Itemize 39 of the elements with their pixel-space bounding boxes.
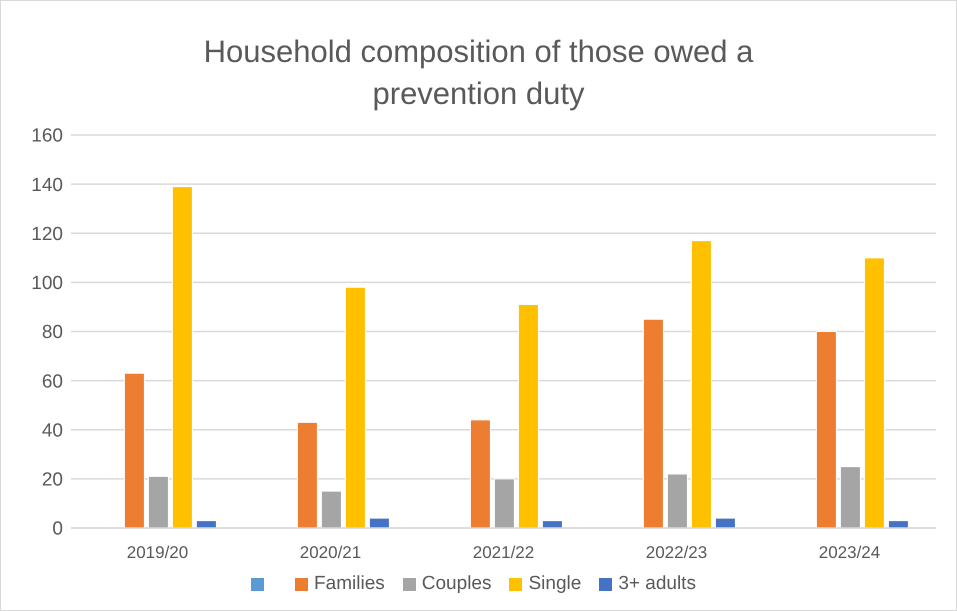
legend-label: Families <box>314 573 385 595</box>
bar <box>690 240 712 528</box>
bar <box>542 520 563 528</box>
x-tick-label: 2023/24 <box>818 543 880 562</box>
bar <box>642 318 664 528</box>
bar <box>296 422 318 528</box>
x-tick-label: 2021/22 <box>472 543 534 562</box>
y-tick-label: 160 <box>31 126 63 147</box>
y-tick-label: 60 <box>42 371 63 392</box>
x-tick-label: 2019/20 <box>126 543 188 562</box>
bar <box>172 186 193 528</box>
y-tick-label: 100 <box>31 273 63 294</box>
bar <box>196 520 217 528</box>
y-tick-label: 0 <box>52 518 63 540</box>
x-tick-label: 2022/23 <box>646 543 708 562</box>
bar <box>816 331 837 528</box>
bar <box>470 419 491 528</box>
bar <box>320 490 342 528</box>
y-tick-label: 140 <box>31 174 63 196</box>
bar <box>494 478 515 528</box>
y-tick-label: 20 <box>42 470 63 491</box>
bar <box>124 372 145 528</box>
legend-label: Single <box>528 573 582 595</box>
bar <box>368 518 390 528</box>
bar <box>518 304 539 528</box>
x-tick-label: 2020/21 <box>300 543 362 562</box>
y-tick-label: 120 <box>31 224 63 245</box>
bar <box>714 518 736 528</box>
y-tick-label: 40 <box>42 420 63 442</box>
bar <box>148 476 169 528</box>
bar <box>840 466 861 528</box>
bar <box>888 520 909 528</box>
chart-title: Household composition of those owed a prevention duty <box>202 33 754 113</box>
y-tick-label: 80 <box>42 322 63 344</box>
legend-label: 3+ adults <box>618 573 696 595</box>
legend-label: Couples <box>422 573 492 595</box>
bar <box>864 257 885 528</box>
bar <box>666 473 688 528</box>
bar <box>344 286 366 528</box>
